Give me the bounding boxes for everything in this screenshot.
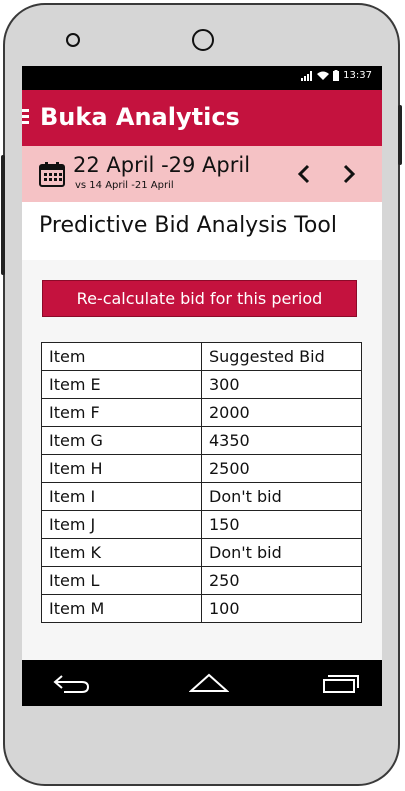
status-bar: 13:37 (22, 66, 382, 90)
wifi-icon (317, 71, 330, 80)
chevron-right-icon[interactable] (342, 164, 356, 184)
clock: 13:37 (343, 70, 372, 81)
item-name: Item I (41, 482, 202, 511)
header-suggested-bid: Suggested Bid (201, 342, 362, 371)
table-row: Item E 300 (41, 370, 362, 399)
app-bar: Buka Analytics (22, 90, 382, 146)
power-button (1, 155, 5, 275)
screen: 13:37 Buka Analytics 22 April -29 April … (22, 66, 382, 706)
table-row: Item H 2500 (41, 454, 362, 483)
table-row: Item I Don't bid (41, 482, 362, 511)
item-name: Item F (41, 398, 202, 427)
table-row: Item F 2000 (41, 398, 362, 427)
suggested-bid: 4350 (201, 426, 362, 455)
date-range: 22 April -29 April (73, 153, 251, 177)
table-row: Item L 250 (41, 566, 362, 595)
table-row: Item K Don't bid (41, 538, 362, 567)
item-name: Item J (41, 510, 202, 539)
table-header-row: Item Suggested Bid (41, 342, 362, 371)
chevron-left-icon[interactable] (297, 164, 311, 184)
recalculate-button[interactable]: Re-calculate bid for this period (42, 280, 357, 317)
earpiece-sensor (66, 33, 80, 47)
suggested-bid: 150 (201, 510, 362, 539)
item-name: Item H (41, 454, 202, 483)
calendar-icon[interactable] (38, 160, 66, 188)
item-name: Item M (41, 594, 202, 623)
item-name: Item G (41, 426, 202, 455)
bid-table: Item Suggested Bid Item E 300 Item F 2000 … (41, 342, 362, 623)
suggested-bid: 2500 (201, 454, 362, 483)
item-name: Item K (41, 538, 202, 567)
system-nav-bar (22, 660, 382, 706)
battery-icon (333, 70, 340, 81)
suggested-bid: 250 (201, 566, 362, 595)
home-icon[interactable] (189, 672, 229, 694)
comparison-range: vs 14 April -21 April (75, 180, 174, 191)
date-range-bar: 22 April -29 April vs 14 April -21 April (22, 146, 382, 202)
header-item: Item (41, 342, 202, 371)
page-title: Predictive Bid Analysis Tool (39, 213, 337, 238)
suggested-bid: Don't bid (201, 482, 362, 511)
suggested-bid: 2000 (201, 398, 362, 427)
menu-icon[interactable] (22, 109, 30, 125)
app-title: Buka Analytics (40, 103, 240, 131)
table-row: Item G 4350 (41, 426, 362, 455)
suggested-bid: Don't bid (201, 538, 362, 567)
item-name: Item E (41, 370, 202, 399)
table-row: Item M 100 (41, 594, 362, 623)
signal-icon (301, 70, 313, 81)
back-icon[interactable] (52, 672, 92, 694)
suggested-bid: 100 (201, 594, 362, 623)
item-name: Item L (41, 566, 202, 595)
table-row: Item J 150 (41, 510, 362, 539)
main-content: Re-calculate bid for this period Item Su… (22, 260, 382, 660)
suggested-bid: 300 (201, 370, 362, 399)
recent-apps-icon[interactable] (322, 672, 362, 694)
volume-button (398, 105, 402, 165)
front-camera (192, 29, 214, 51)
